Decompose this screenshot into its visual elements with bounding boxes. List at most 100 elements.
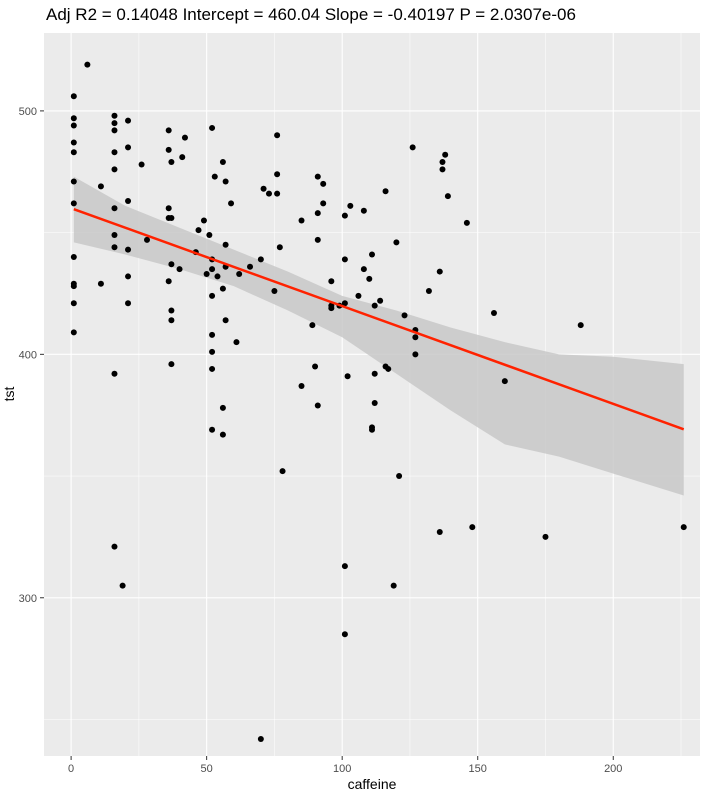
data-point	[341, 300, 348, 307]
data-point	[341, 212, 348, 219]
data-point	[409, 144, 416, 151]
data-point	[360, 266, 367, 273]
data-point	[70, 300, 77, 307]
data-point	[314, 236, 321, 243]
data-point	[233, 339, 240, 346]
data-point	[680, 524, 687, 531]
data-point	[70, 93, 77, 100]
data-point	[312, 363, 319, 370]
data-point	[111, 166, 118, 173]
data-point	[298, 217, 305, 224]
regression-line	[73, 207, 685, 431]
y-axis-label: tst	[1, 387, 17, 402]
data-point	[168, 261, 175, 268]
data-point	[168, 307, 175, 314]
data-point	[125, 300, 132, 307]
data-point	[206, 232, 213, 239]
data-point	[111, 244, 118, 251]
data-point	[125, 117, 132, 124]
data-point	[209, 124, 216, 131]
data-point	[463, 219, 470, 226]
data-point	[320, 180, 327, 187]
data-point	[577, 322, 584, 329]
data-point	[111, 120, 118, 127]
data-point	[211, 173, 218, 180]
data-point	[401, 312, 408, 319]
data-point	[70, 149, 77, 156]
data-point	[70, 329, 77, 336]
data-point	[97, 183, 104, 190]
data-point	[501, 378, 508, 385]
data-point	[469, 524, 476, 531]
data-point	[209, 292, 216, 299]
data-point	[168, 317, 175, 324]
data-point	[228, 200, 235, 207]
y-tick-label: 400	[19, 349, 37, 361]
data-point	[412, 334, 419, 341]
data-point	[274, 190, 281, 197]
data-point	[347, 202, 354, 209]
data-point	[119, 582, 126, 589]
data-point	[360, 207, 367, 214]
data-point	[382, 188, 389, 195]
data-point	[328, 278, 335, 285]
data-point	[425, 288, 432, 295]
data-point	[179, 154, 186, 161]
data-point	[176, 266, 183, 273]
data-point	[236, 271, 243, 277]
data-point	[181, 134, 188, 141]
data-point	[371, 302, 378, 309]
data-point	[209, 331, 216, 338]
data-point	[355, 292, 362, 299]
y-tick-label: 300	[19, 593, 37, 605]
data-point	[70, 283, 77, 290]
data-point	[271, 288, 278, 295]
data-point	[222, 178, 229, 185]
regression-line-group	[73, 207, 685, 431]
data-point	[168, 215, 175, 222]
data-point	[439, 166, 446, 173]
data-point	[165, 205, 172, 212]
data-point	[439, 159, 446, 166]
data-point	[393, 239, 400, 246]
data-point	[125, 273, 132, 280]
data-points	[70, 61, 687, 742]
data-point	[314, 173, 321, 180]
y-tick-label: 500	[19, 106, 37, 118]
x-axis-label: caffeine	[348, 776, 397, 792]
data-point	[314, 210, 321, 217]
data-point	[341, 563, 348, 570]
data-point	[70, 200, 77, 207]
data-point	[542, 533, 549, 540]
data-point	[111, 149, 118, 156]
data-point	[377, 297, 384, 304]
data-point	[279, 468, 286, 475]
x-tick-label: 100	[333, 763, 351, 775]
data-point	[344, 373, 351, 380]
data-point	[490, 309, 497, 316]
y-axis-ticks: 300 400 500	[19, 106, 44, 605]
data-point	[274, 171, 281, 178]
x-tick-label: 200	[604, 763, 622, 775]
data-point	[222, 241, 229, 248]
data-point	[366, 275, 373, 282]
data-point	[390, 582, 397, 589]
data-point	[209, 365, 216, 372]
data-point	[125, 246, 132, 253]
data-point	[165, 146, 172, 153]
data-point	[265, 190, 272, 197]
data-point	[369, 426, 375, 433]
data-point	[165, 127, 172, 134]
data-point	[341, 256, 348, 263]
chart-title: Adj R2 = 0.14048 Intercept = 460.04 Slop…	[46, 5, 576, 24]
data-point	[412, 351, 419, 358]
data-point	[219, 404, 226, 411]
x-tick-label: 0	[68, 763, 74, 775]
data-point	[328, 302, 335, 309]
data-point	[144, 236, 151, 243]
data-point	[165, 278, 172, 285]
x-tick-label: 150	[469, 763, 487, 775]
data-point	[298, 382, 305, 389]
data-point	[168, 361, 175, 368]
